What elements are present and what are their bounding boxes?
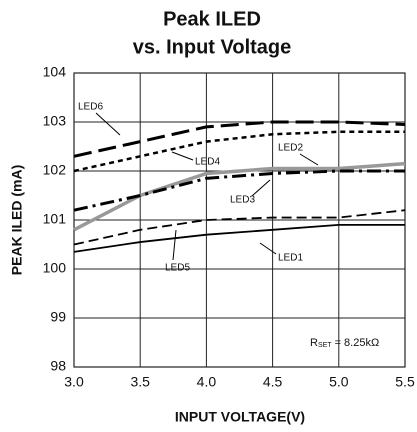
series-line [73, 161, 406, 232]
leader-line [171, 151, 194, 161]
annotation-subscript: SET [318, 342, 332, 349]
series-label: LED2 [278, 143, 303, 154]
x-tick-label: 4.0 [197, 374, 217, 390]
leader-line [299, 153, 319, 166]
x-tick-label: 3.0 [64, 374, 84, 390]
series-label: LED6 [78, 102, 103, 113]
leader-line [95, 112, 121, 136]
leader-line [259, 242, 277, 255]
series-line [73, 209, 406, 246]
x-tick-label: 5.0 [329, 374, 349, 390]
series-label: LED3 [230, 195, 255, 206]
y-axis-label: PEAK ILED (mA) [9, 165, 25, 275]
plot-frame [73, 72, 406, 368]
series-line [73, 169, 405, 212]
y-tick-label: 103 [43, 113, 67, 129]
y-tick-label: 100 [43, 260, 67, 276]
chart-title: Peak ILED [163, 8, 261, 30]
series-label: LED5 [165, 263, 190, 274]
annotation-text: = 8.25kΩ [335, 337, 380, 349]
series-label: LED4 [195, 157, 220, 168]
series-line [73, 120, 406, 158]
y-tick-label: 102 [43, 162, 67, 178]
chart-subtitle: vs. Input Voltage [133, 36, 292, 58]
y-tick-label: 98 [50, 358, 66, 374]
x-tick-label: 4.5 [263, 374, 283, 390]
leader-line [172, 229, 177, 261]
y-tick-label: 99 [50, 309, 66, 325]
x-tick-label: 5.5 [395, 374, 415, 390]
series-line [73, 224, 405, 253]
x-tick-label: 3.5 [130, 374, 150, 390]
series-label: LED1 [278, 253, 303, 264]
annotation-symbol: R [310, 337, 318, 349]
annotation: RSET = 8.25kΩ [310, 337, 379, 349]
y-tick-label: 104 [43, 64, 67, 80]
y-tick-label: 101 [43, 211, 67, 227]
x-axis-label: INPUT VOLTAGE(V) [175, 409, 305, 425]
series-line [73, 130, 405, 173]
leader-line [251, 179, 271, 197]
